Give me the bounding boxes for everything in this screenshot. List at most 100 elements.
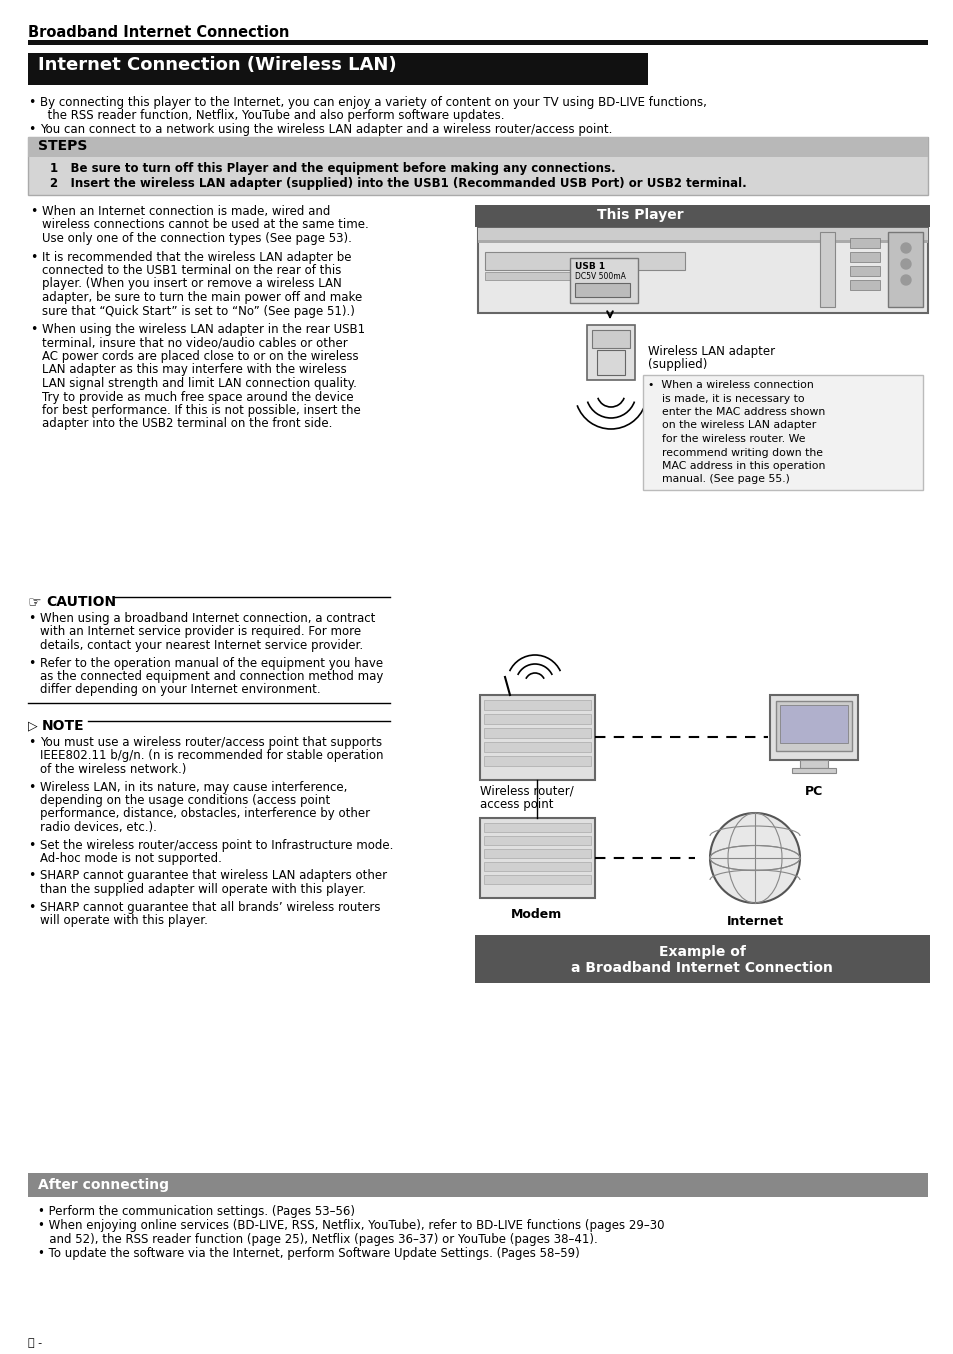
Text: Wireless router/: Wireless router/ xyxy=(479,785,573,798)
Bar xyxy=(483,862,590,871)
Bar xyxy=(592,330,629,348)
Circle shape xyxy=(900,275,910,284)
Bar xyxy=(849,280,879,290)
Text: and 52), the RSS reader function (page 25), Netflix (pages 36–37) or YouTube (pa: and 52), the RSS reader function (page 2… xyxy=(38,1233,598,1246)
Text: •: • xyxy=(30,204,37,218)
Text: wireless connections cannot be used at the same time.: wireless connections cannot be used at t… xyxy=(42,218,369,232)
Text: terminal, insure that no video/audio cables or other: terminal, insure that no video/audio cab… xyxy=(42,337,348,349)
Text: Set the wireless router/access point to Infrastructure mode.: Set the wireless router/access point to … xyxy=(40,838,393,852)
Text: Use only one of the connection types (See page 53).: Use only one of the connection types (Se… xyxy=(42,232,352,245)
Text: of the wireless network.): of the wireless network.) xyxy=(40,764,186,776)
Text: •: • xyxy=(30,324,37,336)
Bar xyxy=(769,695,857,760)
Bar xyxy=(477,227,927,240)
Text: (supplied): (supplied) xyxy=(647,357,706,371)
Bar xyxy=(483,835,590,845)
Text: STEPS: STEPS xyxy=(38,139,88,153)
Bar xyxy=(569,259,638,303)
Text: ▷: ▷ xyxy=(28,719,37,733)
Text: Wireless LAN, in its nature, may cause interference,: Wireless LAN, in its nature, may cause i… xyxy=(40,780,347,793)
Text: DC5V 500mA: DC5V 500mA xyxy=(575,272,625,282)
Text: Example of: Example of xyxy=(658,945,744,959)
Text: •: • xyxy=(28,869,35,883)
Text: Refer to the operation manual of the equipment you have: Refer to the operation manual of the equ… xyxy=(40,657,383,669)
Bar xyxy=(483,742,590,751)
Text: for best performance. If this is not possible, insert the: for best performance. If this is not pos… xyxy=(42,403,360,417)
Text: Wireless LAN adapter: Wireless LAN adapter xyxy=(647,345,774,357)
Text: AC power cords are placed close to or on the wireless: AC power cords are placed close to or on… xyxy=(42,349,358,363)
Text: • Perform the communication settings. (Pages 53–56): • Perform the communication settings. (P… xyxy=(38,1205,355,1219)
Circle shape xyxy=(900,242,910,253)
Text: than the supplied adapter will operate with this player.: than the supplied adapter will operate w… xyxy=(40,883,366,896)
Text: is made, it is necessary to: is made, it is necessary to xyxy=(647,394,803,403)
Bar xyxy=(28,1173,927,1197)
Circle shape xyxy=(709,812,800,903)
Text: connected to the USB1 terminal on the rear of this: connected to the USB1 terminal on the re… xyxy=(42,264,341,278)
Bar xyxy=(28,137,927,157)
Text: CAUTION: CAUTION xyxy=(46,594,116,609)
Bar xyxy=(849,238,879,248)
Text: When using a broadband Internet connection, a contract: When using a broadband Internet connecti… xyxy=(40,612,375,626)
Bar xyxy=(775,701,851,751)
Text: ☞: ☞ xyxy=(28,594,42,611)
Text: a Broadband Internet Connection: a Broadband Internet Connection xyxy=(571,961,832,975)
Bar xyxy=(820,232,834,307)
Text: •: • xyxy=(28,838,35,852)
Text: •: • xyxy=(28,96,35,110)
Bar xyxy=(475,936,929,983)
Text: •: • xyxy=(28,900,35,914)
Text: 1   Be sure to turn off this Player and the equipment before making any connecti: 1 Be sure to turn off this Player and th… xyxy=(50,162,615,175)
Text: performance, distance, obstacles, interference by other: performance, distance, obstacles, interf… xyxy=(40,807,370,821)
Text: Broadband Internet Connection: Broadband Internet Connection xyxy=(28,24,289,41)
Text: You must use a wireless router/access point that supports: You must use a wireless router/access po… xyxy=(40,737,382,749)
Text: as the connected equipment and connection method may: as the connected equipment and connectio… xyxy=(40,670,383,682)
Text: You can connect to a network using the wireless LAN adapter and a wireless route: You can connect to a network using the w… xyxy=(40,123,612,135)
Text: •: • xyxy=(30,250,37,264)
Text: SHARP cannot guarantee that wireless LAN adapters other: SHARP cannot guarantee that wireless LAN… xyxy=(40,869,387,883)
Bar xyxy=(28,137,927,195)
Text: Ⓖ -: Ⓖ - xyxy=(28,1338,42,1349)
Text: 2   Insert the wireless LAN adapter (supplied) into the USB1 (Recommanded USB Po: 2 Insert the wireless LAN adapter (suppl… xyxy=(50,177,746,190)
Bar xyxy=(475,204,929,227)
Bar xyxy=(575,283,629,297)
Text: •  When a wireless connection: • When a wireless connection xyxy=(647,380,813,390)
Text: By connecting this player to the Internet, you can enjoy a variety of content on: By connecting this player to the Interne… xyxy=(40,96,706,110)
Text: Ad-hoc mode is not supported.: Ad-hoc mode is not supported. xyxy=(40,852,222,865)
Bar xyxy=(586,325,635,380)
Text: differ depending on your Internet environment.: differ depending on your Internet enviro… xyxy=(40,684,320,696)
Text: the RSS reader function, Netflix, YouTube and also perform software updates.: the RSS reader function, Netflix, YouTub… xyxy=(40,110,504,122)
Bar xyxy=(849,252,879,263)
Text: Modem: Modem xyxy=(511,909,562,921)
Bar xyxy=(28,41,927,45)
Text: recommend writing down the: recommend writing down the xyxy=(647,448,822,458)
Text: •: • xyxy=(28,123,35,135)
Text: PC: PC xyxy=(804,785,822,798)
Bar xyxy=(887,232,923,307)
Bar xyxy=(484,252,684,269)
Text: details, contact your nearest Internet service provider.: details, contact your nearest Internet s… xyxy=(40,639,363,653)
Bar xyxy=(597,349,624,375)
Text: When using the wireless LAN adapter in the rear USB1: When using the wireless LAN adapter in t… xyxy=(42,324,365,336)
Text: • When enjoying online services (BD-LIVE, RSS, Netflix, YouTube), refer to BD-LI: • When enjoying online services (BD-LIVE… xyxy=(38,1219,664,1232)
Bar xyxy=(800,760,827,768)
Bar xyxy=(849,265,879,276)
Text: IEEE802.11 b/g/n. (n is recommended for stable operation: IEEE802.11 b/g/n. (n is recommended for … xyxy=(40,750,383,762)
Text: LAN adapter as this may interfere with the wireless: LAN adapter as this may interfere with t… xyxy=(42,363,346,376)
Text: •: • xyxy=(28,780,35,793)
Text: radio devices, etc.).: radio devices, etc.). xyxy=(40,821,156,834)
Bar xyxy=(28,53,647,85)
Bar xyxy=(477,227,927,313)
Text: NOTE: NOTE xyxy=(42,719,85,733)
Text: Internet: Internet xyxy=(725,915,782,927)
Text: with an Internet service provider is required. For more: with an Internet service provider is req… xyxy=(40,626,361,639)
Text: Try to provide as much free space around the device: Try to provide as much free space around… xyxy=(42,390,354,403)
Text: on the wireless LAN adapter: on the wireless LAN adapter xyxy=(647,421,816,431)
Text: After connecting: After connecting xyxy=(38,1178,169,1192)
Text: MAC address in this operation: MAC address in this operation xyxy=(647,460,824,471)
Bar xyxy=(483,756,590,766)
Text: manual. (See page 55.): manual. (See page 55.) xyxy=(647,474,789,485)
Text: adapter into the USB2 terminal on the front side.: adapter into the USB2 terminal on the fr… xyxy=(42,417,332,431)
Text: Internet Connection (Wireless LAN): Internet Connection (Wireless LAN) xyxy=(38,56,396,74)
Text: adapter, be sure to turn the main power off and make: adapter, be sure to turn the main power … xyxy=(42,291,362,305)
Bar xyxy=(483,823,590,831)
